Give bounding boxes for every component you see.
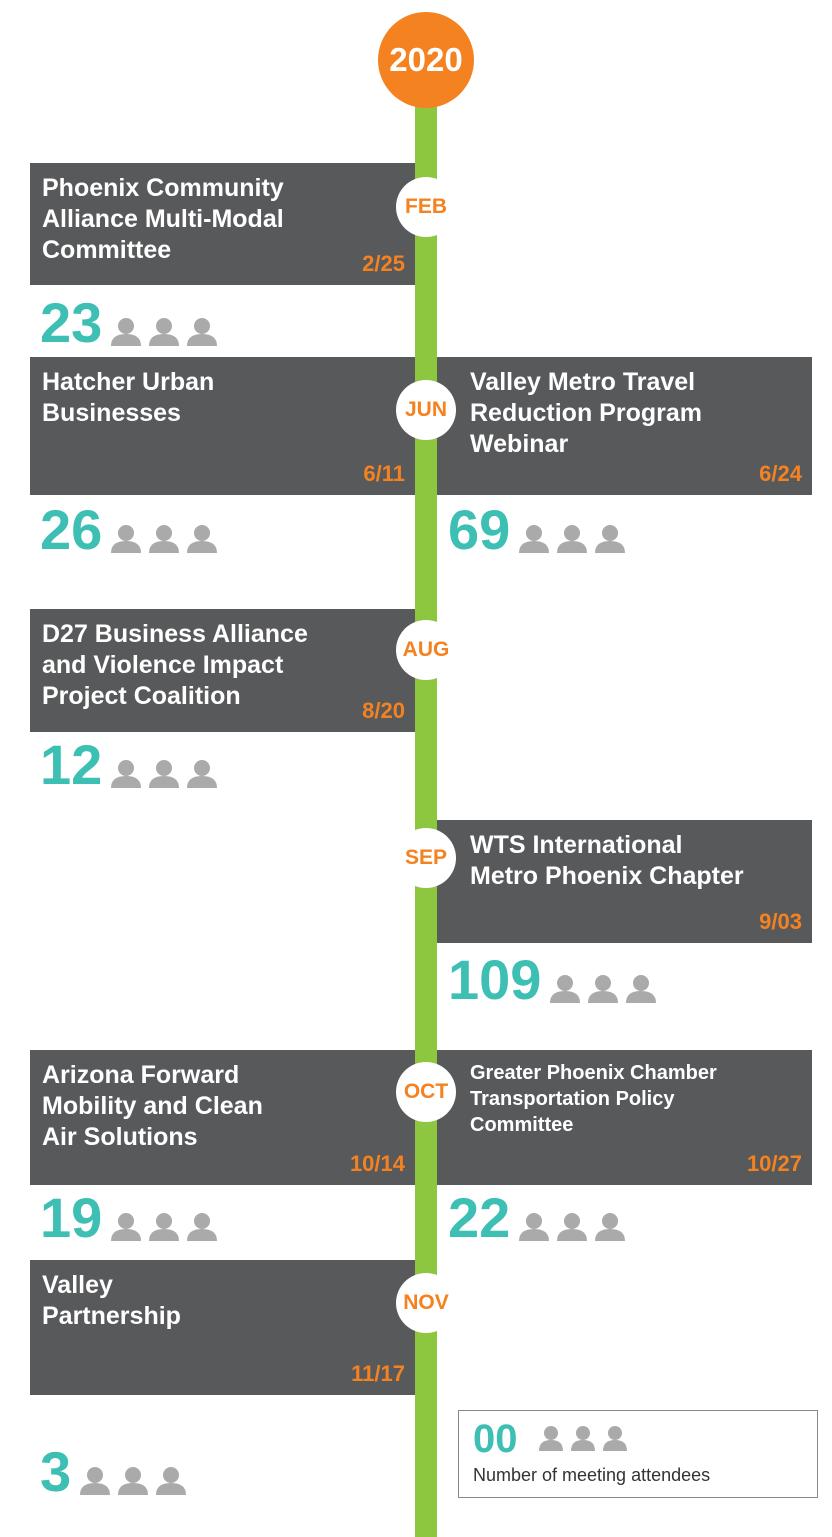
legend: 00 Number of meeting attendees	[458, 1410, 818, 1498]
attendee-count: 19	[40, 1186, 103, 1249]
event-box: Valley Metro Travel Reduction Program Webi…	[437, 357, 812, 495]
event-date: 2/25	[362, 251, 405, 276]
event-date: 6/24	[759, 461, 802, 486]
event-box: WTS International Metro Phoenix Chapter 9/…	[437, 820, 812, 943]
attendee-count: 26	[40, 498, 103, 561]
attendee-icons	[111, 1213, 217, 1241]
attendee-icons	[80, 1467, 186, 1495]
event-box: Phoenix Community Alliance Multi-Modal Com…	[30, 163, 415, 285]
month-badge: SEP	[396, 828, 456, 888]
event-box: Greater Phoenix Chamber Transportation Po…	[437, 1050, 812, 1185]
attendee-icons	[550, 975, 656, 1003]
event-date: 11/17	[351, 1361, 405, 1386]
attendee-count: 3	[40, 1440, 72, 1503]
event-title: Webinar	[470, 430, 569, 458]
legend-number: 00	[473, 1417, 518, 1461]
legend-text: Number of meeting attendees	[473, 1465, 711, 1485]
event-title: Arizona Forward	[42, 1061, 240, 1089]
attendee-count: 23	[40, 291, 103, 354]
event-date: 8/20	[362, 698, 405, 723]
month-badge: AUG	[396, 620, 456, 680]
event-title: and Violence Impact	[42, 651, 284, 679]
year-badge: 2020	[378, 12, 474, 108]
event-title: Committee	[470, 1114, 574, 1136]
event-title: Greater Phoenix Chamber	[470, 1062, 717, 1084]
attendee-count: 69	[448, 498, 511, 561]
event-title: WTS International	[470, 831, 683, 859]
event-title: Valley	[42, 1271, 113, 1299]
event-title: Businesses	[42, 399, 181, 427]
attendee-count: 109	[448, 948, 542, 1011]
event-title: Air Solutions	[42, 1123, 198, 1151]
event-box: Valley Partnership 11/17	[30, 1260, 415, 1395]
event-title: Valley Metro Travel	[470, 368, 696, 396]
event-title: Transportation Policy	[470, 1088, 675, 1110]
month-badge: JUN	[396, 380, 456, 440]
event-title: Metro Phoenix Chapter	[470, 862, 744, 890]
event-title: Committee	[42, 236, 172, 264]
event-date: 10/27	[746, 1151, 802, 1176]
event-box: D27 Business Alliance and Violence Impact…	[30, 609, 415, 732]
attendee-count: 12	[40, 733, 103, 796]
legend-icons	[539, 1426, 627, 1451]
event-title: Phoenix Community	[42, 174, 284, 202]
attendee-icons	[519, 525, 625, 553]
attendee-icons	[519, 1213, 625, 1241]
event-date: 10/14	[349, 1151, 405, 1176]
event-title: Mobility and Clean	[42, 1092, 263, 1120]
month-badge: OCT	[396, 1062, 456, 1122]
event-title: Alliance Multi-Modal	[42, 205, 284, 233]
event-date: 6/11	[363, 461, 405, 486]
attendee-count: 22	[448, 1186, 511, 1249]
attendee-icons	[111, 525, 217, 553]
event-box: Hatcher Urban Businesses 6/11	[30, 357, 415, 495]
event-title: Reduction Program	[470, 399, 702, 427]
event-title: Project Coalition	[42, 682, 241, 710]
month-badge: FEB	[396, 177, 456, 237]
attendee-icons	[111, 318, 217, 346]
month-badge: NOV	[396, 1273, 456, 1333]
timeline-line	[415, 100, 437, 1537]
event-box: Arizona Forward Mobility and Clean Air Sol…	[30, 1050, 415, 1185]
attendee-icons	[111, 760, 217, 788]
event-title: Hatcher Urban	[42, 368, 215, 396]
event-title: D27 Business Alliance	[42, 620, 308, 648]
event-title: Partnership	[42, 1302, 181, 1330]
event-date: 9/03	[759, 909, 802, 934]
